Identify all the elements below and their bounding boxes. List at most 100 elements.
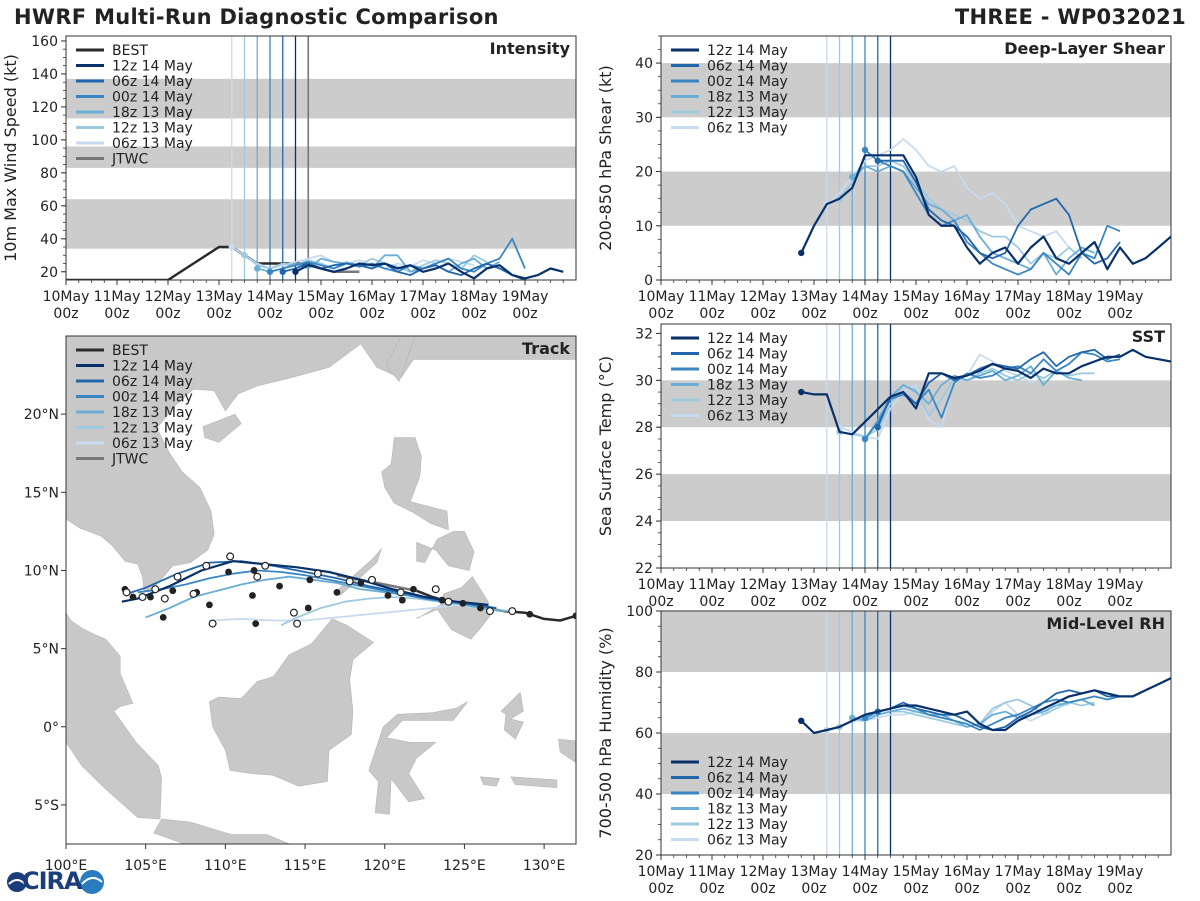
intensity-legend-label: 18z 13 May (112, 105, 193, 121)
rh-xtick-label-date: 10May (638, 864, 685, 880)
track-xtick-label: 105°E (124, 858, 167, 874)
track-marker-open (345, 577, 354, 586)
land-borneo (209, 618, 375, 787)
land-sulawesi (368, 701, 468, 815)
intensity-ylabel: 10m Max Wind Speed (kt) (1, 54, 20, 262)
sst-xtick-label-hour: 00z (801, 594, 826, 610)
track-marker-open (226, 552, 235, 561)
intensity-legend-label: JTWC (111, 152, 149, 168)
track-ytick-label: 5°S (34, 798, 59, 814)
track-marker-filled (129, 593, 137, 601)
rh-xtick-label-date: 16May (944, 864, 991, 880)
shear-xtick-label-date: 12May (740, 289, 787, 305)
track-marker-open (151, 585, 160, 594)
sst-legend-label: 06z 14 May (707, 347, 788, 363)
shear-series-start-00z-14-may (861, 146, 869, 154)
track-marker-filled (249, 592, 256, 599)
shear-xtick-label-hour: 00z (1005, 306, 1030, 322)
rh-series-group (798, 677, 1171, 735)
land-taiwan (385, 336, 416, 382)
shear-xtick-label-date: 13May (791, 289, 838, 305)
track-marker-open (368, 575, 377, 584)
track-marker-filled (526, 610, 534, 618)
shear-series-start-18z-13-may (849, 173, 856, 181)
rh-panel: 2040608010010May00z11May00z12May00z13May… (596, 604, 1172, 897)
intensity-ytick-label: 80 (40, 166, 58, 182)
track-xtick-label: 120°E (363, 858, 406, 874)
intensity-series-start-06z-13-may (228, 243, 235, 251)
track-legend-label: JTWC (111, 452, 149, 468)
track-ytick-label: 15°N (24, 485, 59, 501)
rh-xtick-label-date: 11May (689, 864, 736, 880)
intensity-ytick-label: 120 (31, 100, 58, 116)
track-marker-open (293, 619, 302, 628)
track-marker-filled (410, 585, 417, 593)
rh-xtick-label-date: 18May (1046, 864, 1093, 880)
rh-xtick-label-hour: 00z (852, 881, 877, 897)
intensity-band (66, 78, 576, 119)
track-frame (65, 335, 577, 845)
shear-xtick-label-hour: 00z (954, 306, 979, 322)
sst-series-06z-13-may (839, 353, 1044, 440)
track-marker-open (396, 588, 405, 597)
sst-series-start-00z-14-may (861, 435, 869, 443)
intensity-series-12z-14-may (294, 262, 564, 280)
sst-xtick-label-date: 11May (689, 577, 736, 593)
rh-legend-label: 12z 13 May (707, 817, 788, 833)
sst-series-start-12z-14-may (798, 388, 805, 396)
sst-xtick-label-hour: 00z (1005, 594, 1030, 610)
sst-xtick-label-date: 15May (893, 577, 940, 593)
sst-legend-label: 12z 13 May (707, 393, 788, 409)
sst-ytick-label: 26 (635, 467, 653, 483)
track-marker-open (160, 594, 169, 603)
logo-icon (7, 870, 104, 894)
track-marker-open (208, 619, 217, 628)
sst-xtick-label-hour: 00z (648, 594, 673, 610)
track-series-12z-14-may (121, 559, 489, 606)
intensity-xtick-label-hour: 00z (155, 306, 180, 322)
sst-xtick-label-date: 12May (740, 577, 787, 593)
sst-xtick-label-hour: 00z (903, 594, 928, 610)
shear-ytick-label: 20 (635, 165, 653, 181)
track-marker-filled (357, 579, 365, 587)
rh-xtick-label-date: 12May (740, 864, 787, 880)
sst-series-group (798, 348, 1171, 443)
shear-ytick-label: 30 (635, 110, 653, 126)
shear-xtick-label-hour: 00z (852, 306, 877, 322)
rh-legend-label: 06z 13 May (707, 833, 788, 849)
shear-xtick-label-date: 11May (689, 289, 736, 305)
rh-xtick-label-date: 13May (791, 864, 838, 880)
track-marker-filled (384, 592, 392, 599)
rh-ytick-label: 80 (635, 665, 653, 681)
sst-xtick-label-date: 18May (1046, 577, 1093, 593)
intensity-xtick-label-date: 19May (502, 289, 549, 305)
track-marker-open (289, 608, 298, 617)
rh-xtick-label-hour: 00z (1107, 881, 1132, 897)
land-seram (510, 776, 558, 789)
intensity-xtick-label-date: 13May (196, 289, 243, 305)
track-panel: 5°S 0° 5°N 10°N 15°N 20°N 100°E 105°E 110°E 115°E… (24, 335, 577, 874)
intensity-legend-label: BEST (112, 43, 148, 59)
land-buru (479, 776, 500, 787)
rh-xtick-label-hour: 00z (1005, 881, 1030, 897)
intensity-band (66, 199, 576, 249)
intensity-xtick-label-hour: 00z (410, 306, 435, 322)
intensity-xtick-label-hour: 00z (461, 306, 486, 322)
sst-ytick-label: 28 (635, 420, 653, 436)
track-legend-label: 12z 14 May (112, 359, 193, 375)
land-hainan (202, 413, 242, 443)
sst-legend-label: 00z 14 May (707, 362, 788, 378)
intensity-ytick-label: 60 (40, 199, 58, 215)
shear-xtick-label-hour: 00z (903, 306, 928, 322)
track-marker-open (485, 607, 494, 616)
rh-band (661, 733, 1171, 794)
track-ytick-label: 10°N (24, 563, 59, 579)
rh-xtick-label-hour: 00z (801, 881, 826, 897)
rh-xtick-label-hour: 00z (903, 881, 928, 897)
track-xtick-label: 125°E (443, 858, 486, 874)
intensity-series-start-18z-13-may (254, 265, 261, 272)
shear-series-00z-14-may (864, 149, 1121, 276)
track-xtick-label: 100°E (45, 858, 88, 874)
intensity-xtick-label-hour: 00z (206, 306, 231, 322)
sst-band (661, 474, 1171, 522)
